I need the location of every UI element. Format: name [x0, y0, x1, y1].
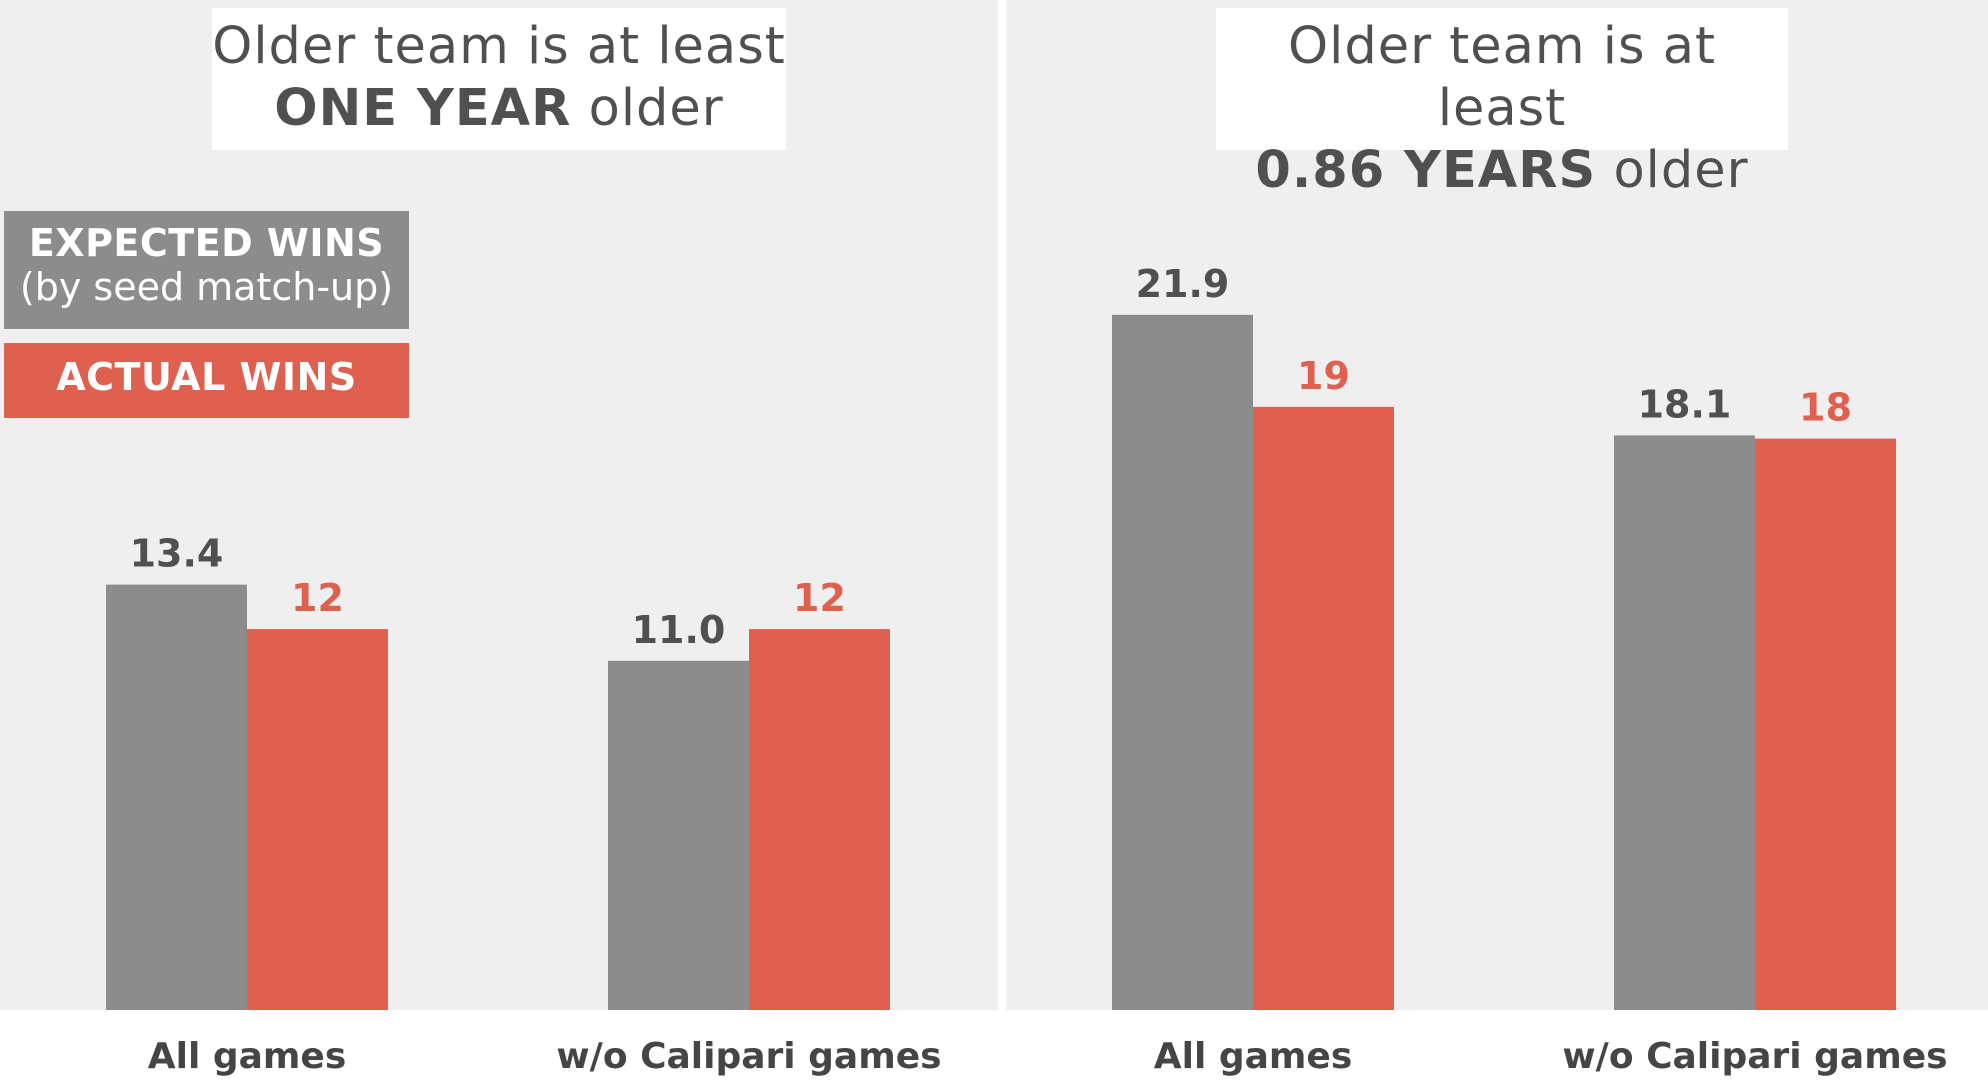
data-label-expected: 18.1: [1638, 382, 1732, 426]
bar-actual-without-calipari: [749, 629, 890, 1010]
data-label-expected: 21.9: [1136, 262, 1230, 306]
legend-actual-label: ACTUAL WINS: [56, 355, 357, 399]
chart-title: Older team is at least ONE YEAR older: [212, 8, 786, 150]
data-label-actual: 12: [291, 576, 344, 620]
data-label-actual: 19: [1297, 354, 1350, 398]
chart-title-line1: Older team is at least: [1288, 17, 1716, 138]
legend-expected-sublabel: (by seed match-up): [19, 265, 394, 309]
bar-actual-all-games: [247, 629, 388, 1010]
data-label-expected: 13.4: [130, 532, 224, 576]
legend-expected-wins: EXPECTED WINS (by seed match-up): [4, 211, 409, 329]
x-axis-category-label: w/o Calipari games: [1562, 1036, 1947, 1077]
legend-actual-wins: ACTUAL WINS: [4, 343, 409, 418]
bar-expected-all-games: [1112, 314, 1253, 1010]
data-label-actual: 18: [1799, 386, 1852, 430]
bar-expected-without-calipari: [1614, 435, 1755, 1010]
bar-expected-without-calipari: [608, 660, 749, 1010]
chart-title-suffix: older: [588, 79, 724, 138]
bar-actual-all-games: [1253, 406, 1394, 1010]
x-axis-category-label: All games: [1154, 1036, 1353, 1077]
chart-title-line2: ONE YEAR older: [212, 78, 786, 140]
bar-expected-all-games: [106, 584, 247, 1010]
x-axis-category-label: w/o Calipari games: [556, 1036, 941, 1077]
data-label-actual: 12: [793, 576, 846, 620]
chart-title-line1: Older team is at least: [212, 17, 786, 76]
x-axis-category-label: All games: [148, 1036, 347, 1077]
chart-title-line2: 0.86 YEARS older: [1216, 140, 1788, 202]
legend-expected-label: EXPECTED WINS: [28, 221, 385, 265]
data-label-expected: 11.0: [632, 608, 726, 652]
bar-actual-without-calipari: [1755, 438, 1896, 1011]
chart-title-emphasis: 0.86 YEARS: [1255, 141, 1597, 200]
chart-title-suffix: older: [1613, 141, 1749, 200]
chart-title: Older team is at least 0.86 YEARS older: [1216, 8, 1788, 200]
chart-title-emphasis: ONE YEAR: [274, 79, 572, 138]
